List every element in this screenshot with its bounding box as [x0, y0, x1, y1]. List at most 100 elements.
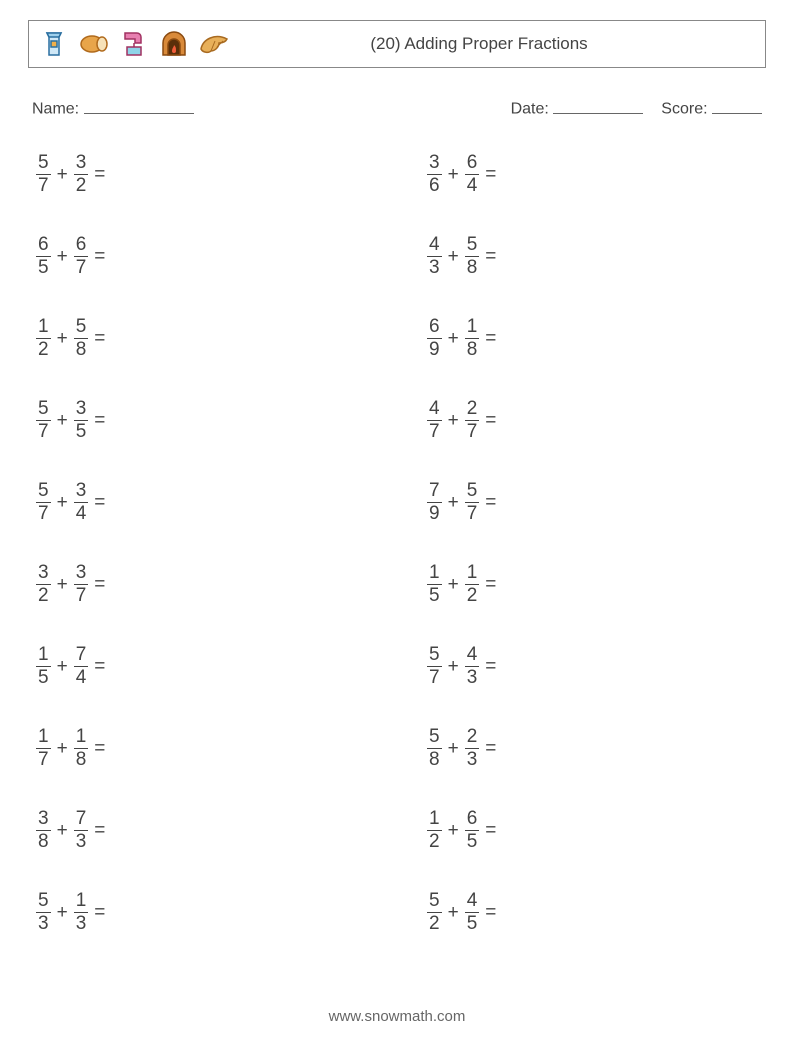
name-blank[interactable] [84, 96, 194, 114]
mixer-icon [117, 27, 151, 61]
numerator: 6 [427, 317, 442, 337]
problem: 1 5 +74= [36, 641, 367, 693]
denominator: 7 [36, 504, 51, 524]
problem: 79+57= [427, 477, 758, 529]
numerator: 6 [465, 809, 480, 829]
operator: + [57, 164, 68, 186]
equals: = [485, 738, 496, 760]
denominator: 7 [36, 422, 51, 442]
numerator: 3 [36, 563, 51, 583]
denominator: 7 [36, 176, 51, 196]
denominator: 4 [465, 176, 480, 196]
equals: = [94, 246, 105, 268]
denominator: 4 [74, 668, 89, 688]
fraction-a: 57 [36, 399, 51, 442]
numerator: 3 [74, 563, 89, 583]
fraction-a: 57 [36, 481, 51, 524]
operator: + [57, 574, 68, 596]
equals: = [94, 492, 105, 514]
numerator: 5 [36, 891, 51, 911]
numerator: 5 [465, 481, 480, 501]
problem: 69+18= [427, 313, 758, 365]
problem: 47+27= [427, 395, 758, 447]
score-label: Score: [661, 101, 707, 118]
fraction-b: 58 [465, 235, 480, 278]
equals: = [485, 820, 496, 842]
date-blank[interactable] [553, 96, 643, 114]
equals: = [94, 410, 105, 432]
numerator: 4 [465, 891, 480, 911]
numerator: 1 [36, 645, 51, 665]
bread-loaf-icon [77, 27, 111, 61]
denominator: 4 [74, 504, 89, 524]
denominator: 7 [465, 422, 480, 442]
problem: 32+37= [36, 559, 367, 611]
numerator: 1 [465, 317, 480, 337]
operator: + [448, 656, 459, 678]
denominator: 2 [74, 176, 89, 196]
fraction-b: 13 [74, 891, 89, 934]
equals: = [94, 574, 105, 596]
denominator: 5 [36, 258, 51, 278]
numerator: 5 [427, 891, 442, 911]
numerator: 7 [427, 481, 442, 501]
fraction-b: 74 [74, 645, 89, 688]
fraction-b: 45 [465, 891, 480, 934]
fraction-a: 57 [427, 645, 442, 688]
operator: + [448, 164, 459, 186]
denominator: 3 [74, 914, 89, 934]
fraction-b: 64 [465, 153, 480, 196]
numerator: 3 [36, 809, 51, 829]
numerator: 3 [74, 481, 89, 501]
operator: + [57, 656, 68, 678]
fraction-a: 53 [36, 891, 51, 934]
numerator: 1 [427, 563, 442, 583]
fraction-b: 35 [74, 399, 89, 442]
operator: + [57, 902, 68, 924]
croissant-icon [197, 27, 231, 61]
header-box: (20) Adding Proper Fractions [28, 20, 766, 68]
fraction-a: 69 [427, 317, 442, 360]
fraction-b: 43 [465, 645, 480, 688]
numerator: 1 [427, 809, 442, 829]
denominator: 8 [465, 340, 480, 360]
equals: = [94, 902, 105, 924]
numerator: 5 [36, 481, 51, 501]
numerator: 5 [36, 399, 51, 419]
denominator: 2 [36, 340, 51, 360]
equals: = [485, 328, 496, 350]
denominator: 2 [36, 586, 51, 606]
equals: = [485, 492, 496, 514]
denominator: 3 [465, 750, 480, 770]
numerator: 1 [36, 317, 51, 337]
problem: 57+43= [427, 641, 758, 693]
operator: + [57, 738, 68, 760]
name-label: Name: [32, 101, 79, 118]
fraction-a: 52 [427, 891, 442, 934]
numerator: 1 [465, 563, 480, 583]
problem: 65+67= [36, 231, 367, 283]
fraction-b: 34 [74, 481, 89, 524]
denominator: 9 [427, 504, 442, 524]
operator: + [448, 902, 459, 924]
fraction-a: 38 [36, 809, 51, 852]
denominator: 5 [36, 668, 51, 688]
denominator: 3 [465, 668, 480, 688]
equals: = [94, 820, 105, 842]
worksheet-title: (20) Adding Proper Fractions [231, 34, 757, 54]
score-blank[interactable] [712, 96, 762, 114]
milk-carton-icon [37, 27, 71, 61]
fraction-a: 65 [36, 235, 51, 278]
problem: 12+65= [427, 805, 758, 857]
denominator: 8 [427, 750, 442, 770]
operator: + [448, 574, 459, 596]
fraction-a: 57 [36, 153, 51, 196]
equals: = [94, 656, 105, 678]
fraction-b: 58 [74, 317, 89, 360]
numerator: 5 [74, 317, 89, 337]
denominator: 7 [74, 258, 89, 278]
operator: + [57, 328, 68, 350]
equals: = [485, 574, 496, 596]
problems-grid: 57+32=36+64=65+67=43+58=12+58=69+18=57+3… [28, 149, 766, 939]
equals: = [485, 164, 496, 186]
